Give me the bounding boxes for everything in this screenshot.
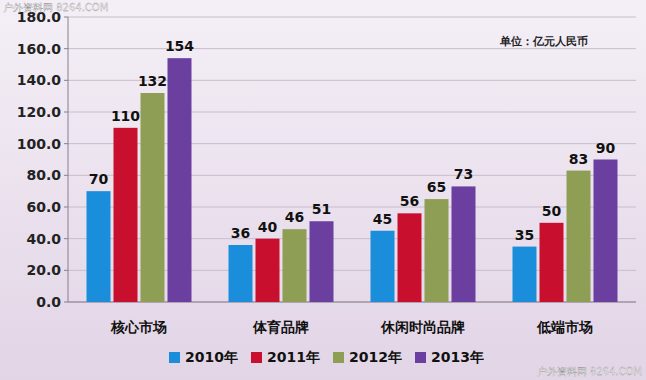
- grid-line: [68, 17, 636, 18]
- x-tick-label: 体育品牌: [252, 319, 309, 335]
- data-label: 132: [138, 73, 167, 89]
- y-tick-label: 140.0: [17, 72, 62, 88]
- data-labels: 70 110 132 154 36 40 46 51 45 56 65 73 35 50 83 90: [89, 38, 616, 242]
- bar: [87, 191, 111, 302]
- bar: [594, 160, 618, 303]
- data-label: 70: [89, 171, 109, 187]
- bar: [229, 245, 253, 302]
- x-tick-label: 核心市场: [110, 319, 167, 335]
- tick-mark: [64, 270, 68, 271]
- legend-swatch: [169, 352, 180, 363]
- data-label: 110: [111, 108, 140, 124]
- bar: [168, 58, 192, 302]
- bar: [567, 171, 591, 302]
- bar: [452, 186, 476, 302]
- tick-mark: [64, 112, 68, 113]
- data-label: 50: [542, 203, 562, 219]
- data-label: 90: [596, 140, 616, 156]
- tick-mark: [64, 238, 68, 239]
- tick-mark: [64, 302, 68, 303]
- legend-label: 2010年: [185, 349, 238, 365]
- watermark: 户外资料网 8264.COM: [537, 366, 642, 377]
- y-tick-label: 40.0: [26, 231, 61, 247]
- tick-mark: [64, 175, 68, 176]
- data-label: 56: [400, 193, 419, 209]
- bar: [513, 247, 537, 302]
- legend-label: 2013年: [431, 349, 484, 365]
- data-label: 83: [569, 151, 588, 167]
- x-tick-label: 休闲时尚品牌: [380, 319, 465, 335]
- data-label: 46: [285, 209, 304, 225]
- legend-swatch: [251, 352, 262, 363]
- bar: [256, 239, 280, 302]
- y-tick-label: 60.0: [26, 199, 61, 215]
- bar: [398, 213, 422, 302]
- page: {"chart_data": {"type": "bar", "categori…: [0, 0, 646, 380]
- watermark: 户外资料网 8264.COM: [3, 2, 108, 13]
- chart: 0.0 20.0 40.0 60.0 80.0 100.0 120.0 140.0 160.0 1…: [0, 0, 646, 380]
- bar: [283, 229, 307, 302]
- tick-mark: [64, 80, 68, 81]
- data-label: 36: [231, 225, 250, 241]
- data-label: 51: [312, 201, 331, 217]
- data-label: 73: [454, 166, 473, 182]
- y-tick-label: 120.0: [17, 104, 62, 120]
- grid: [64, 17, 636, 302]
- y-tick-label: 20.0: [26, 262, 61, 278]
- data-label: 35: [515, 227, 534, 243]
- y-tick-label: 80.0: [26, 167, 61, 183]
- legend-label: 2011年: [267, 349, 320, 365]
- background: [0, 0, 646, 380]
- data-label: 45: [373, 211, 392, 227]
- bar: [114, 128, 138, 302]
- bar: [371, 231, 395, 302]
- bar: [540, 223, 564, 302]
- legend: 2010年 2011年 2012年 2013年: [169, 349, 484, 365]
- legend-label: 2012年: [349, 349, 402, 365]
- y-axis: [68, 17, 69, 302]
- annotation: 单位：亿元人民币: [499, 35, 588, 48]
- bars: [87, 58, 618, 302]
- tick-mark: [64, 48, 68, 49]
- x-tick-label: 低端市场: [536, 319, 593, 335]
- data-label: 154: [165, 38, 194, 54]
- tick-mark: [64, 207, 68, 208]
- legend-swatch: [415, 352, 426, 363]
- tick-mark: [64, 17, 68, 18]
- data-label: 40: [258, 219, 278, 235]
- bar: [310, 221, 334, 302]
- grid-line: [68, 48, 636, 49]
- bar: [425, 199, 449, 302]
- y-tick-label: 160.0: [17, 41, 62, 57]
- tick-mark: [64, 143, 68, 144]
- legend-swatch: [333, 352, 344, 363]
- y-tick-label: 0.0: [36, 294, 61, 310]
- data-label: 65: [427, 179, 446, 195]
- bar: [141, 93, 165, 302]
- y-tick-label: 100.0: [17, 136, 62, 152]
